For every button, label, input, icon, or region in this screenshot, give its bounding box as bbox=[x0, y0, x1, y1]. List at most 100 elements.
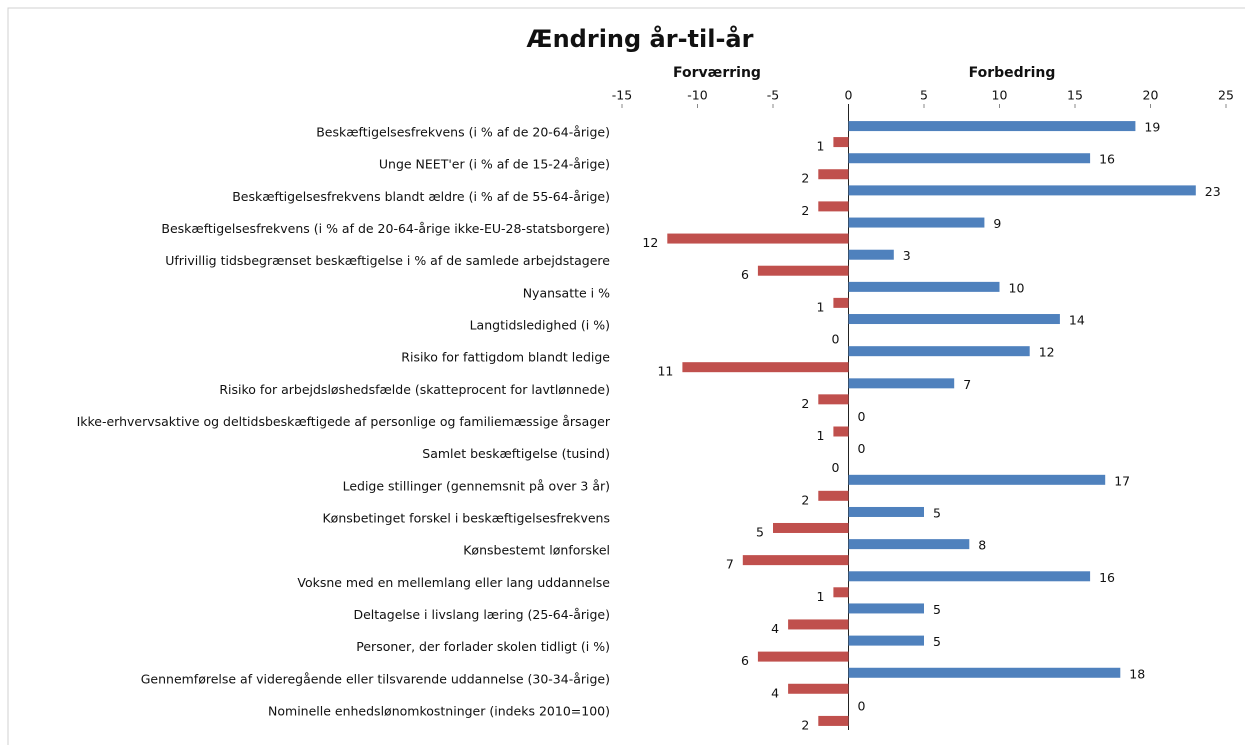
value-label: 0 bbox=[858, 698, 866, 713]
y-tick-label: Voksne med en mellemlang eller lang udda… bbox=[297, 575, 610, 590]
y-tick-label: Risiko for arbejdsløshedsfælde (skattepr… bbox=[219, 382, 610, 397]
bar bbox=[818, 201, 849, 212]
value-label: 3 bbox=[903, 248, 911, 263]
chart-title: Ændring år-til-år bbox=[527, 24, 754, 53]
value-label: 0 bbox=[832, 332, 840, 347]
value-label: 5 bbox=[933, 634, 941, 649]
header-right: Forbedring bbox=[969, 65, 1056, 81]
bar bbox=[848, 378, 955, 389]
bar bbox=[833, 297, 849, 308]
bar bbox=[833, 587, 849, 598]
x-tick-label: -5 bbox=[767, 88, 779, 103]
bar bbox=[757, 265, 849, 276]
value-label: 17 bbox=[1114, 473, 1130, 488]
value-label: 14 bbox=[1069, 313, 1085, 328]
value-label: 4 bbox=[771, 621, 779, 636]
y-tick-label: Deltagelse i livslang læring (25-64-årig… bbox=[353, 607, 610, 622]
value-label: 16 bbox=[1099, 570, 1115, 585]
bar bbox=[742, 555, 849, 566]
bar bbox=[848, 314, 1060, 325]
bar bbox=[848, 506, 924, 517]
x-tick-label: 10 bbox=[992, 88, 1008, 103]
y-tick-label: Nyansatte i % bbox=[523, 285, 610, 300]
y-tick-label: Ledige stillinger (gennemsnit på over 3 … bbox=[343, 478, 610, 493]
value-label: 8 bbox=[978, 538, 986, 553]
value-label: 5 bbox=[756, 524, 764, 539]
x-tick-label: -10 bbox=[687, 88, 707, 103]
value-label: 4 bbox=[771, 685, 779, 700]
y-tick-label: Ikke-erhvervsaktive og deltidsbeskæftige… bbox=[77, 414, 611, 429]
value-label: 5 bbox=[933, 602, 941, 617]
bar bbox=[848, 346, 1030, 357]
x-tick-label: 25 bbox=[1218, 88, 1234, 103]
value-label: 1 bbox=[816, 428, 824, 443]
bar bbox=[682, 362, 849, 373]
y-tick-label: Unge NEET'er (i % af de 15-24-årige) bbox=[379, 157, 610, 172]
value-label: 2 bbox=[801, 717, 809, 732]
bar bbox=[848, 571, 1091, 582]
y-tick-label: Langtidsledighed (i %) bbox=[470, 318, 610, 333]
value-label: 23 bbox=[1205, 184, 1221, 199]
header-left: Forværring bbox=[673, 65, 761, 81]
value-label: 10 bbox=[1009, 280, 1025, 295]
value-label: 5 bbox=[933, 505, 941, 520]
y-tick-label: Risiko for fattigdom blandt ledige bbox=[401, 350, 610, 365]
bar bbox=[818, 490, 849, 501]
value-label: 16 bbox=[1099, 152, 1115, 167]
value-label: 7 bbox=[726, 557, 734, 572]
bar bbox=[818, 715, 849, 726]
value-label: 0 bbox=[858, 409, 866, 424]
x-tick-label: -15 bbox=[612, 88, 632, 103]
y-tick-label: Personer, der forlader skolen tidligt (i… bbox=[356, 639, 610, 654]
y-tick-label: Beskæftigelsesfrekvens (i % af de 20-64-… bbox=[161, 221, 610, 236]
bar bbox=[848, 603, 924, 614]
bar bbox=[848, 474, 1106, 485]
bar bbox=[818, 169, 849, 180]
bar bbox=[848, 217, 985, 228]
bar bbox=[667, 233, 849, 244]
x-tick-label: 15 bbox=[1067, 88, 1083, 103]
value-label: 12 bbox=[642, 235, 658, 250]
y-tick-label: Gennemførelse af videregående eller tils… bbox=[141, 671, 610, 686]
value-label: 7 bbox=[963, 377, 971, 392]
value-label: 2 bbox=[801, 171, 809, 186]
y-tick-label: Nominelle enhedslønomkostninger (indeks … bbox=[268, 703, 610, 718]
bar bbox=[757, 651, 849, 662]
bar bbox=[773, 522, 849, 533]
value-label: 6 bbox=[741, 267, 749, 282]
y-tick-label: Beskæftigelsesfrekvens blandt ældre (i %… bbox=[232, 189, 610, 204]
y-tick-label: Beskæftigelsesfrekvens (i % af de 20-64-… bbox=[316, 125, 610, 140]
x-tick-label: 5 bbox=[920, 88, 928, 103]
value-label: 0 bbox=[858, 441, 866, 456]
value-label: 2 bbox=[801, 396, 809, 411]
value-label: 0 bbox=[832, 460, 840, 475]
x-tick-label: 20 bbox=[1143, 88, 1159, 103]
bar bbox=[818, 394, 849, 405]
bar bbox=[848, 539, 970, 550]
bar bbox=[848, 185, 1196, 196]
bar bbox=[848, 153, 1091, 164]
value-label: 2 bbox=[801, 492, 809, 507]
bar bbox=[848, 281, 1000, 292]
bar bbox=[833, 137, 849, 148]
value-label: 19 bbox=[1144, 120, 1160, 135]
value-label: 6 bbox=[741, 653, 749, 668]
bar bbox=[833, 426, 849, 437]
bar bbox=[848, 249, 894, 260]
value-label: 1 bbox=[816, 589, 824, 604]
bar bbox=[848, 121, 1136, 132]
value-label: 18 bbox=[1129, 666, 1145, 681]
value-label: 11 bbox=[657, 364, 673, 379]
y-tick-label: Ufrivillig tidsbegrænset beskæftigelse i… bbox=[165, 253, 610, 268]
value-label: 2 bbox=[801, 203, 809, 218]
bar bbox=[848, 667, 1121, 678]
value-label: 9 bbox=[993, 216, 1001, 231]
x-tick-label: 0 bbox=[845, 88, 853, 103]
y-tick-label: Samlet beskæftigelse (tusind) bbox=[422, 446, 610, 461]
frame bbox=[7, 7, 1245, 745]
value-label: 1 bbox=[816, 299, 824, 314]
bar bbox=[788, 683, 849, 694]
y-tick-label: Kønsbetinget forskel i beskæftigelsesfre… bbox=[322, 510, 610, 525]
value-label: 12 bbox=[1039, 345, 1055, 360]
